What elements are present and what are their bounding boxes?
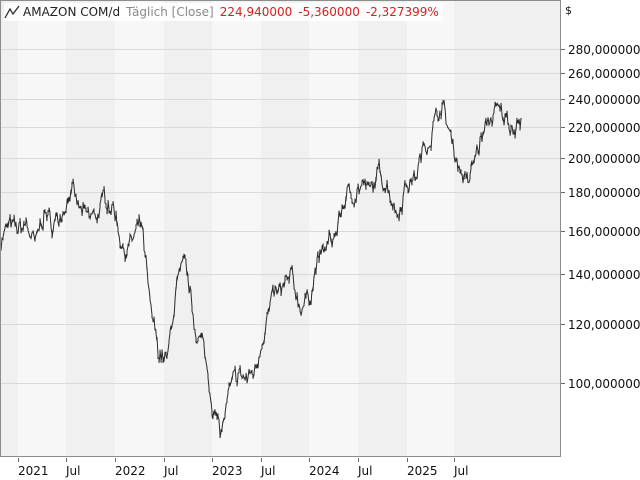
x-tick-label: Jul — [261, 464, 276, 478]
y-tick-label: 180,000000 — [568, 185, 640, 200]
y-axis-ticks — [561, 49, 565, 384]
price-line — [0, 99, 522, 439]
y-tick-label: 260,000000 — [568, 66, 640, 81]
chart-mode: Täglich [Close] — [126, 5, 214, 19]
y-tick-label: 240,000000 — [568, 92, 640, 107]
x-tick-label: Jul — [164, 464, 179, 478]
y-tick-label: 120,000000 — [568, 317, 640, 332]
chart-legend: AMAZON COM/d Täglich [Close] 224,940000 … — [4, 3, 443, 21]
x-tick-label: 2023 — [212, 464, 243, 478]
last-price: 224,940000 — [219, 5, 293, 19]
x-tick-label: 2024 — [309, 464, 340, 478]
x-tick-label: 2022 — [115, 464, 146, 478]
y-tick-label: 200,000000 — [568, 151, 640, 166]
x-tick-label: Jul — [358, 464, 373, 478]
currency-unit: $ — [565, 4, 572, 17]
plot-frame — [0, 0, 561, 457]
price-change: -5,360000 — [298, 5, 360, 19]
line-chart-icon — [4, 5, 20, 19]
x-tick-label: Jul — [66, 464, 81, 478]
y-tick-label: 100,000000 — [568, 376, 640, 391]
grid-lines — [0, 49, 560, 384]
y-tick-label: 140,000000 — [568, 267, 640, 282]
x-tick-label: 2021 — [18, 464, 49, 478]
y-tick-label: 220,000000 — [568, 120, 640, 135]
price-change-percent: -2,327399% — [365, 5, 439, 19]
y-tick-label: 280,000000 — [568, 42, 640, 57]
y-tick-label: 160,000000 — [568, 224, 640, 239]
instrument-name: AMAZON COM/d — [23, 5, 121, 19]
period-bands — [0, 0, 560, 457]
x-tick-label: Jul — [454, 464, 469, 478]
x-tick-label: 2025 — [407, 464, 438, 478]
x-axis-ticks — [18, 458, 455, 462]
